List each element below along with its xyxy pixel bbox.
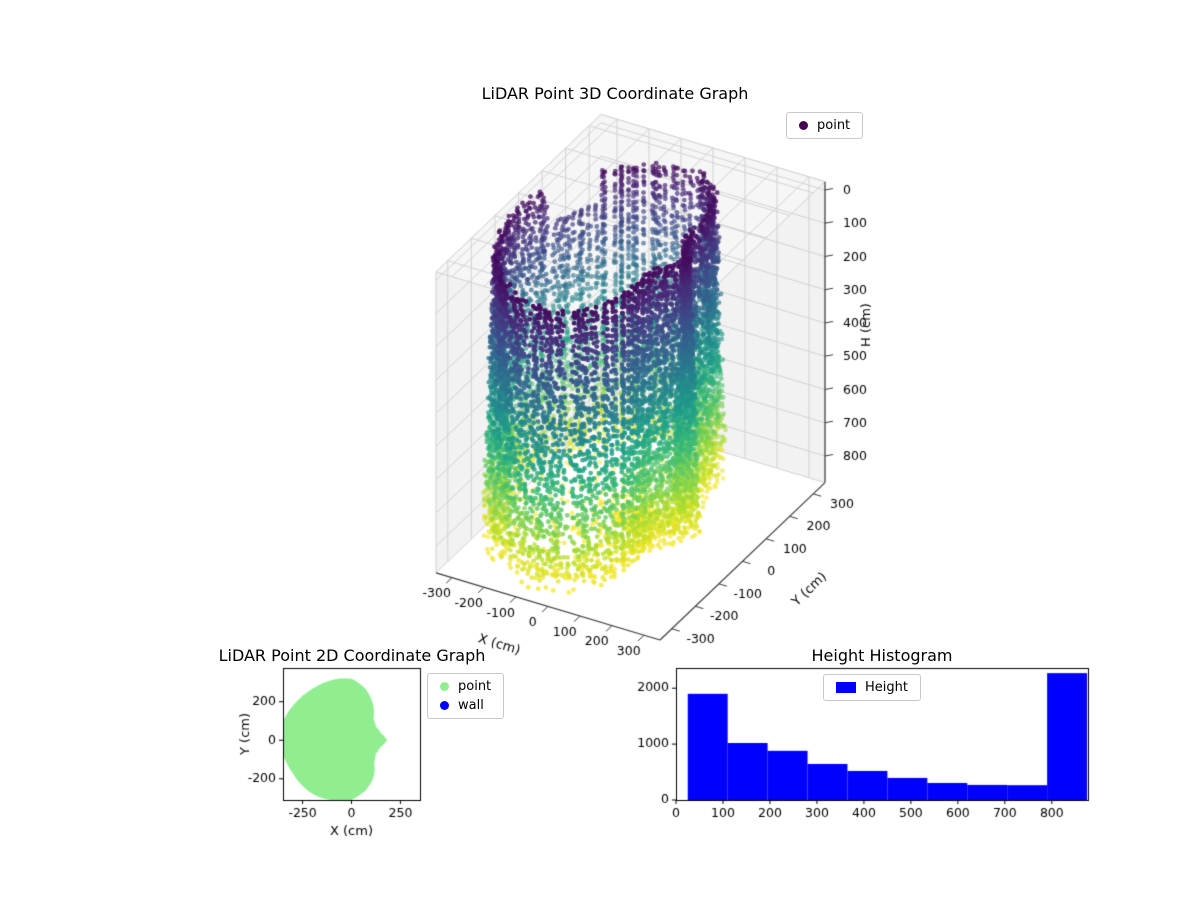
legend-histogram: Height [823, 674, 921, 701]
point-marker-icon [799, 121, 808, 130]
wall-marker-icon [440, 701, 449, 710]
point-marker-icon [440, 682, 449, 691]
legend-label-height: Height [865, 680, 908, 695]
legend-item-point-3d: point [799, 118, 850, 133]
plot-2d-canvas [225, 655, 465, 850]
plot-3d-title: LiDAR Point 3D Coordinate Graph [481, 84, 749, 103]
legend-2d: point wall [427, 673, 505, 719]
legend-label-wall-2d: wall [458, 698, 484, 713]
legend-label-point-3d: point [817, 118, 851, 133]
legend-label-point-2d: point [458, 679, 492, 694]
legend-item-wall-2d: wall [440, 698, 491, 713]
legend-item-point-2d: point [440, 679, 491, 694]
legend-3d: point [786, 112, 864, 139]
height-swatch-icon [836, 682, 856, 693]
legend-item-height: Height [836, 680, 908, 695]
plot-2d-title: LiDAR Point 2D Coordinate Graph [218, 646, 486, 665]
plot-3d-canvas [300, 85, 900, 665]
histogram-title: Height Histogram [811, 646, 953, 665]
